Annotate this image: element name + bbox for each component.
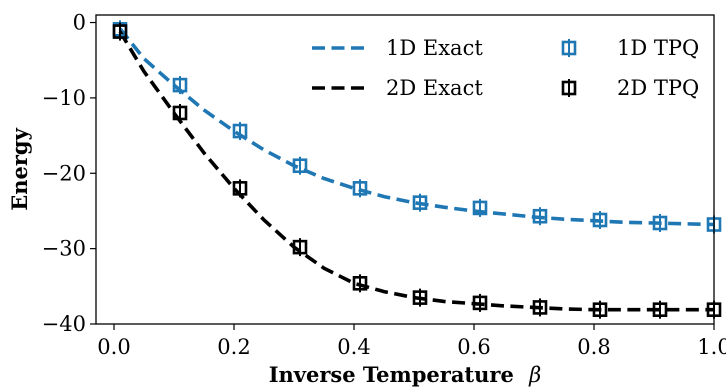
legend-entry: 1D Exact <box>312 36 483 60</box>
axes <box>95 14 715 325</box>
legend-label: 1D TPQ <box>617 36 699 60</box>
data-point-marker <box>172 77 188 93</box>
y-tick-label: −10 <box>42 86 86 110</box>
x-tick-label: 0.6 <box>457 335 490 359</box>
legend-entry: 1D TPQ <box>561 36 699 60</box>
data-point-marker <box>292 239 308 255</box>
series-line <box>118 30 714 312</box>
data-point-marker <box>472 295 488 311</box>
data-point-marker <box>592 212 608 228</box>
x-tick-label: 0.8 <box>577 335 610 359</box>
legend-entry: 2D Exact <box>312 76 483 100</box>
data-point-marker <box>532 208 548 224</box>
legend-label: 1D Exact <box>386 36 483 60</box>
y-tick-label: −30 <box>42 237 86 261</box>
series-2d-tpq <box>112 22 722 319</box>
x-tick-label: 0.0 <box>97 335 130 359</box>
x-axis-label-text: Inverse Temperature <box>269 362 514 387</box>
series-2d-exact <box>118 30 714 312</box>
legend-label: 2D Exact <box>386 76 483 100</box>
x-tick-label: 1.0 <box>697 335 726 359</box>
plot-area <box>112 20 722 319</box>
data-point-marker <box>652 215 668 231</box>
data-point-marker <box>472 200 488 216</box>
series-line <box>118 27 715 227</box>
legend-label: 2D TPQ <box>617 76 699 100</box>
legend-marker-swatch <box>561 80 577 96</box>
ticks: 0.0 0.2 0.4 0.6 0.8 1.0 0 −10 −20 −30 −40 <box>42 11 726 359</box>
axes-frame <box>95 14 715 325</box>
data-point-marker <box>352 181 368 196</box>
x-axis-label: Inverse Temperature β <box>269 362 542 387</box>
legend: 1D Exact 2D Exact 1D TPQ 2D TPQ <box>312 36 699 100</box>
series-1d-exact <box>118 27 715 227</box>
y-axis-label: Energy <box>7 127 32 210</box>
y-tick-label: −40 <box>42 312 86 336</box>
legend-entry: 2D TPQ <box>561 76 699 100</box>
data-point-marker <box>112 24 128 39</box>
data-point-marker <box>352 276 368 291</box>
y-tick-label: −20 <box>42 161 86 185</box>
x-tick-label: 0.4 <box>337 335 370 359</box>
data-point-marker <box>292 158 308 174</box>
data-point-marker <box>412 195 428 210</box>
data-point-marker <box>412 290 428 305</box>
x-axis-label-symbol: β <box>528 363 541 387</box>
x-tick-label: 0.2 <box>217 335 250 359</box>
data-point-marker <box>172 105 188 121</box>
data-point-marker <box>652 302 668 317</box>
data-point-marker <box>532 300 548 315</box>
legend-marker-swatch <box>561 40 577 56</box>
data-point-marker <box>592 302 608 317</box>
data-point-marker <box>232 181 248 196</box>
y-tick-label: 0 <box>73 11 86 35</box>
data-point-marker <box>232 123 248 139</box>
